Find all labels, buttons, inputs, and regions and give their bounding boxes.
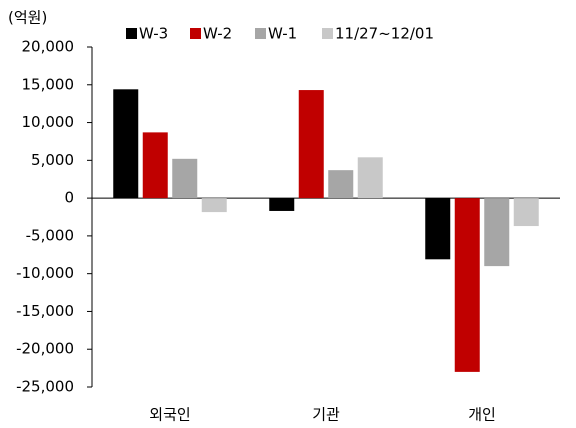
legend-label: W-1 <box>268 25 297 43</box>
bar <box>454 198 480 372</box>
bar <box>298 90 324 199</box>
y-tick-label: -5,000 <box>26 226 74 244</box>
legend-swatch <box>126 28 137 39</box>
legend-label: W-2 <box>203 25 232 43</box>
y-tick-label: 5,000 <box>31 151 74 169</box>
y-axis-label: (억원) <box>8 9 47 27</box>
bar <box>513 198 539 227</box>
bar <box>113 89 139 199</box>
bar <box>172 158 198 199</box>
legend-label: 11/27~12/01 <box>335 25 434 43</box>
x-tick-label: 기관 <box>312 406 340 424</box>
bar <box>425 198 451 260</box>
legend-swatch <box>190 28 201 39</box>
x-tick-label: 개인 <box>468 406 496 424</box>
bar <box>269 198 295 211</box>
bar <box>142 132 168 199</box>
legend-swatch <box>255 28 266 39</box>
bar <box>201 198 227 213</box>
bar <box>328 170 354 199</box>
y-tick-label: -15,000 <box>16 302 74 320</box>
x-tick-label: 외국인 <box>149 406 190 424</box>
y-tick-label: -10,000 <box>16 264 74 282</box>
y-tick-label: -25,000 <box>16 378 74 396</box>
bar <box>357 157 383 199</box>
legend-swatch <box>322 28 333 39</box>
legend-label: W-3 <box>139 25 168 43</box>
y-tick-label: 20,000 <box>22 38 75 56</box>
y-tick-label: 10,000 <box>22 113 75 131</box>
y-tick-label: -20,000 <box>16 340 74 358</box>
y-tick-label: 0 <box>64 189 74 207</box>
bar <box>484 198 510 267</box>
y-tick-label: 15,000 <box>22 75 75 93</box>
